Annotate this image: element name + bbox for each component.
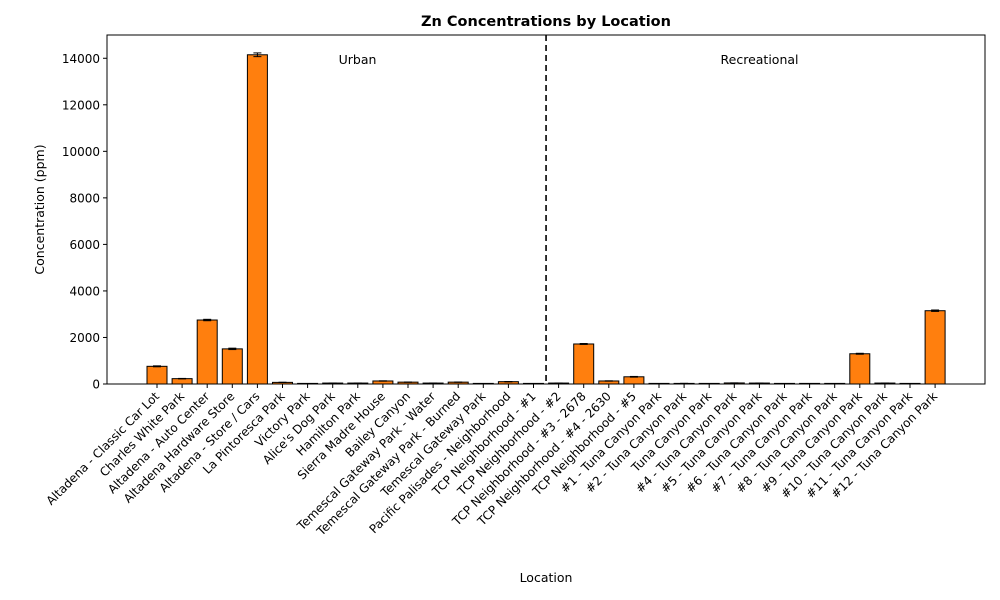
y-tick-label: 8000 — [69, 191, 100, 205]
y-tick-label: 0 — [92, 378, 100, 392]
y-tick-label: 10000 — [62, 145, 100, 159]
bar — [573, 343, 595, 385]
y-tick-label: 2000 — [69, 331, 100, 345]
bar — [924, 310, 946, 385]
bar — [246, 54, 268, 385]
y-tick-label: 6000 — [69, 238, 100, 252]
bar — [221, 348, 243, 385]
bar — [196, 319, 218, 385]
bar — [623, 376, 645, 385]
y-tick-label: 12000 — [62, 98, 100, 112]
bar — [849, 353, 871, 385]
y-tick-label: 4000 — [69, 284, 100, 298]
region-label-urban: Urban — [339, 52, 377, 67]
chart-title: Zn Concentrations by Location — [421, 14, 671, 30]
bar — [171, 378, 193, 385]
plot-area: 0 2000 4000 6000 8000 10000 12000 14000 Altadena… — [43, 34, 986, 539]
x-axis-title: Location — [520, 570, 573, 585]
bar — [146, 365, 168, 385]
x-tick-label: Altadena - Auto Center — [105, 389, 212, 496]
y-tick-label: 14000 — [62, 52, 100, 66]
region-label-recreational: Recreational — [721, 52, 799, 67]
y-axis-title: Concentration (ppm) — [32, 144, 47, 274]
